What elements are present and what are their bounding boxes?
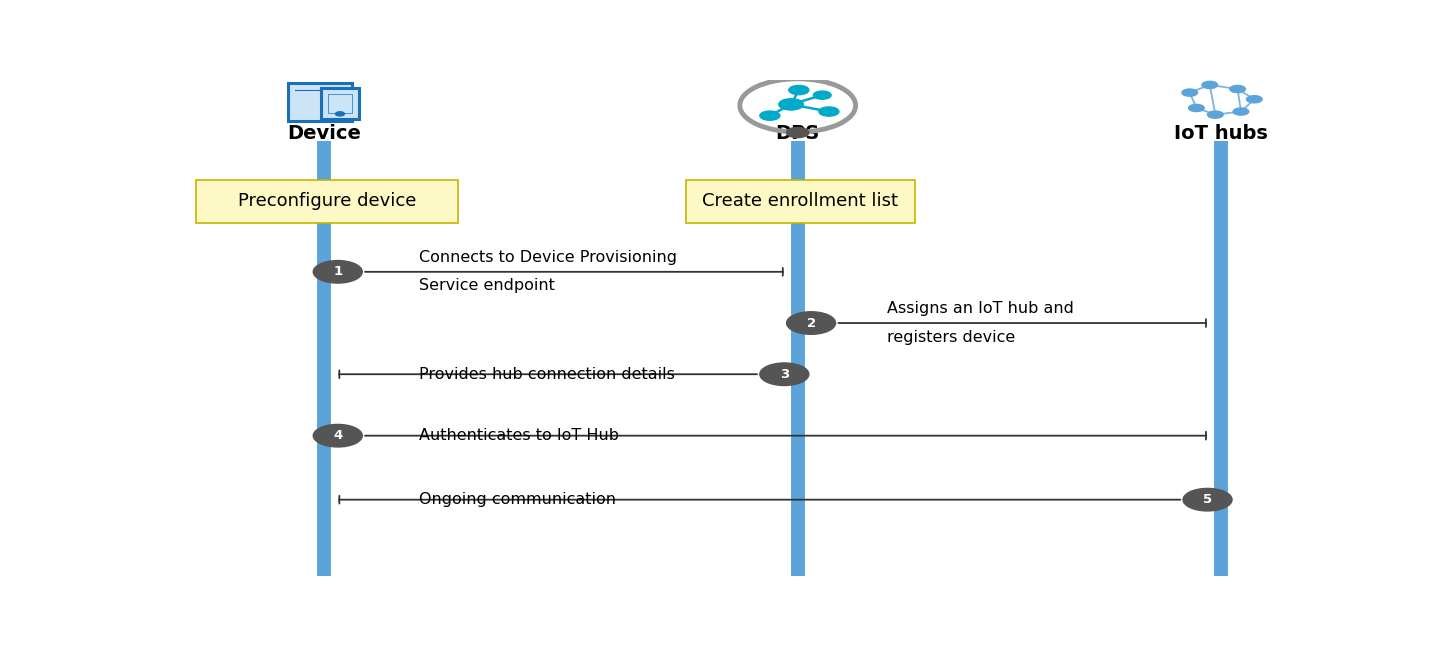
Text: 3: 3: [780, 368, 789, 381]
Circle shape: [813, 91, 831, 99]
Circle shape: [1188, 104, 1204, 112]
Circle shape: [786, 312, 835, 334]
Circle shape: [779, 98, 803, 110]
FancyBboxPatch shape: [320, 88, 359, 120]
Circle shape: [1246, 96, 1262, 103]
FancyBboxPatch shape: [687, 180, 915, 223]
Circle shape: [335, 112, 345, 116]
Text: registers device: registers device: [887, 330, 1015, 344]
Text: 2: 2: [806, 317, 816, 330]
Text: DPS: DPS: [776, 124, 821, 143]
Text: 1: 1: [333, 265, 342, 279]
Text: Assigns an IoT hub and: Assigns an IoT hub and: [887, 301, 1073, 317]
Circle shape: [1207, 111, 1223, 118]
Circle shape: [1181, 89, 1197, 96]
Circle shape: [1230, 85, 1246, 92]
FancyBboxPatch shape: [197, 180, 458, 223]
Circle shape: [789, 85, 809, 94]
Text: Device: Device: [287, 124, 361, 143]
Circle shape: [1201, 81, 1217, 88]
Text: 5: 5: [1203, 493, 1213, 506]
FancyBboxPatch shape: [287, 83, 352, 121]
Text: Connects to Device Provisioning: Connects to Device Provisioning: [420, 250, 677, 265]
Text: 4: 4: [333, 429, 342, 442]
Text: Provides hub connection details: Provides hub connection details: [420, 366, 675, 382]
Text: Preconfigure device: Preconfigure device: [239, 192, 417, 210]
Circle shape: [1233, 108, 1249, 115]
Circle shape: [760, 111, 780, 120]
Text: Authenticates to IoT Hub: Authenticates to IoT Hub: [420, 428, 619, 443]
Circle shape: [760, 363, 809, 386]
Text: IoT hubs: IoT hubs: [1174, 124, 1267, 143]
Text: Ongoing communication: Ongoing communication: [420, 492, 616, 507]
Circle shape: [1183, 488, 1232, 511]
Text: Service endpoint: Service endpoint: [420, 279, 555, 293]
Circle shape: [786, 128, 809, 138]
FancyBboxPatch shape: [328, 94, 352, 113]
Circle shape: [313, 424, 362, 447]
Text: Create enrollment list: Create enrollment list: [703, 192, 898, 210]
Circle shape: [313, 261, 362, 283]
Circle shape: [819, 107, 839, 116]
